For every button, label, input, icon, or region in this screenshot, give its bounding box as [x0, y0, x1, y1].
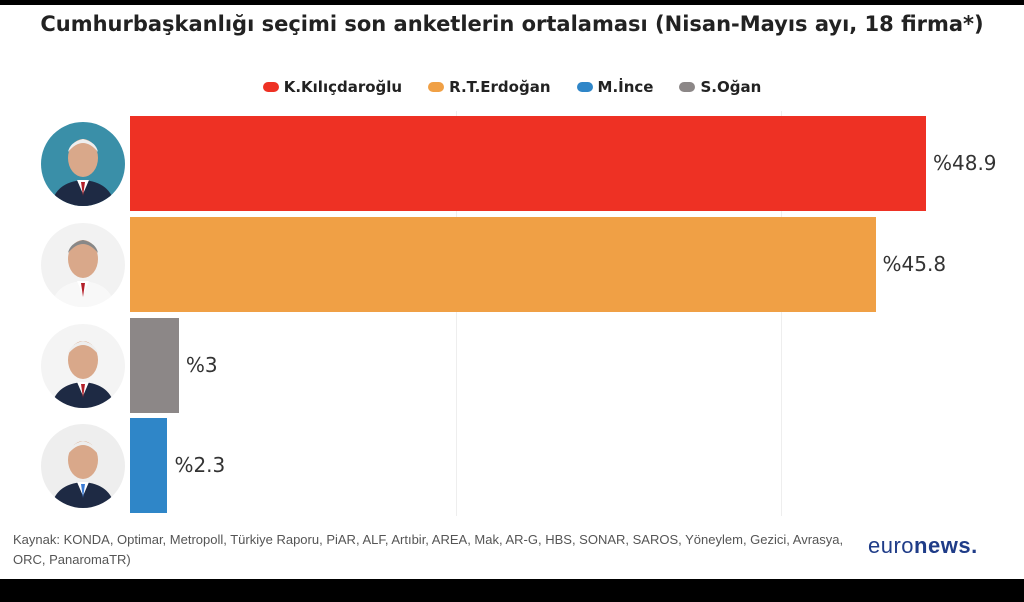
candidate-photo [41, 222, 125, 307]
legend-label: R.T.Erdoğan [449, 78, 551, 96]
legend-swatch [679, 82, 696, 92]
euronews-logo: euronews. [868, 533, 978, 558]
legend-item: S.Oğan [679, 78, 761, 96]
legend-swatch [428, 82, 445, 92]
gridline [781, 111, 783, 516]
value-label: %2.3 [174, 452, 226, 477]
gridline [455, 111, 457, 516]
legend-label: M.İnce [597, 78, 654, 96]
legend-item: R.T.Erdoğan [428, 78, 551, 96]
legend-item: K.Kılıçdaroğlu [262, 78, 403, 96]
legend-label: K.Kılıçdaroğlu [283, 78, 403, 96]
legend-swatch [262, 82, 279, 92]
legend-item: M.İnce [576, 78, 654, 96]
candidate-photo [41, 121, 125, 206]
value-label: %45.8 [882, 251, 947, 276]
chart-title: Cumhurbaşkanlığı seçimi son anketlerin o… [40, 12, 984, 36]
legend-swatch [576, 82, 593, 92]
value-label: %48.9 [933, 150, 997, 175]
bar [130, 217, 876, 312]
bar [130, 418, 168, 513]
plot-area: %48.9 %45.8 %3 %2.3 [41, 111, 997, 516]
legend-label: S.Oğan [700, 78, 762, 96]
source-note: Kaynak: KONDA, Optimar, Metropoll, Türki… [13, 532, 844, 567]
candidate-photo [41, 423, 125, 508]
legend: K.Kılıçdaroğlu R.T.Erdoğan M.İnce S.Oğan [0, 78, 1024, 96]
bar [130, 116, 926, 211]
candidate-photo [41, 323, 125, 408]
bar [130, 318, 179, 413]
value-label: %3 [185, 352, 218, 377]
